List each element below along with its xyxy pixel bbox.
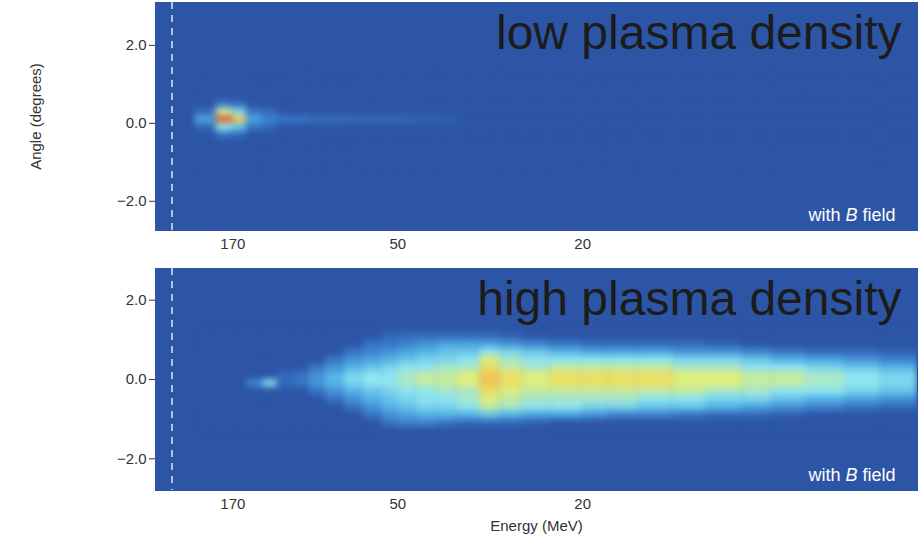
- svg-text:with B field: with B field: [807, 205, 895, 225]
- svg-text:−2.0: −2.0: [117, 450, 147, 467]
- svg-text:50: 50: [390, 495, 407, 512]
- svg-text:Energy (MeV): Energy (MeV): [490, 517, 583, 534]
- svg-text:20: 20: [574, 235, 591, 252]
- svg-text:high plasma density: high plasma density: [477, 272, 901, 325]
- svg-text:−2.0: −2.0: [117, 192, 147, 209]
- svg-text:170: 170: [220, 235, 245, 252]
- svg-text:low plasma density: low plasma density: [496, 6, 902, 59]
- svg-text:Angle (degrees): Angle (degrees): [27, 63, 44, 170]
- svg-text:0.0: 0.0: [126, 370, 147, 387]
- svg-text:170: 170: [220, 495, 245, 512]
- svg-text:0.0: 0.0: [126, 114, 147, 131]
- svg-text:20: 20: [574, 495, 591, 512]
- svg-text:with B field: with B field: [807, 465, 895, 485]
- svg-text:50: 50: [390, 235, 407, 252]
- svg-text:2.0: 2.0: [126, 36, 147, 53]
- svg-text:2.0: 2.0: [126, 291, 147, 308]
